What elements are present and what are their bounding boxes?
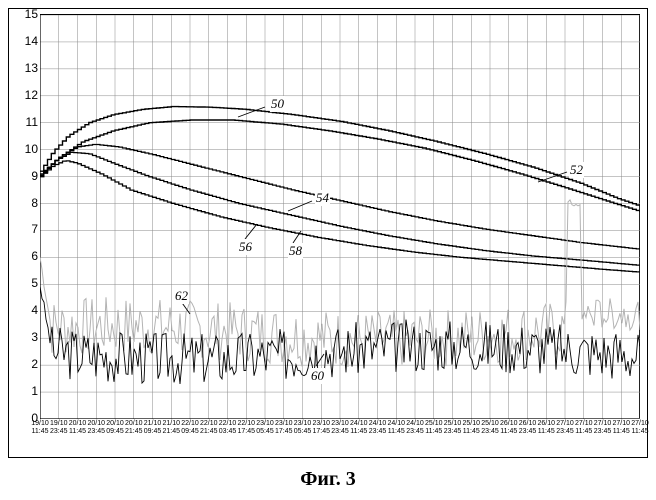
y-tick-label: 10 <box>18 142 38 156</box>
y-tick-label: 2 <box>18 357 38 371</box>
y-tick-label: 15 <box>18 7 38 21</box>
series-label-58: 58 <box>288 243 303 259</box>
chart-plot <box>40 14 640 418</box>
series-label-50: 50 <box>270 96 285 112</box>
y-tick-label: 3 <box>18 330 38 344</box>
y-tick-label: 7 <box>18 222 38 236</box>
y-tick-label: 5 <box>18 276 38 290</box>
y-tick-label: 11 <box>18 115 38 129</box>
y-tick-label: 6 <box>18 249 38 263</box>
series-label-62: 62 <box>174 288 189 304</box>
chart-svg <box>40 15 640 419</box>
series-label-56: 56 <box>238 239 253 255</box>
y-tick-label: 14 <box>18 34 38 48</box>
series-label-52: 52 <box>569 162 584 178</box>
y-tick-label: 8 <box>18 196 38 210</box>
series-label-60: 60 <box>310 368 325 384</box>
y-tick-label: 4 <box>18 303 38 317</box>
figure-container: 0123456789101112131415 19/1011:4519/1023… <box>0 0 656 500</box>
figure-caption: Фиг. 3 <box>0 468 656 491</box>
y-tick-label: 12 <box>18 88 38 102</box>
x-tick-label: 27/1011:45 <box>622 420 656 436</box>
y-tick-label: 1 <box>18 384 38 398</box>
y-tick-label: 9 <box>18 169 38 183</box>
series-label-54: 54 <box>315 190 330 206</box>
y-tick-label: 13 <box>18 61 38 75</box>
